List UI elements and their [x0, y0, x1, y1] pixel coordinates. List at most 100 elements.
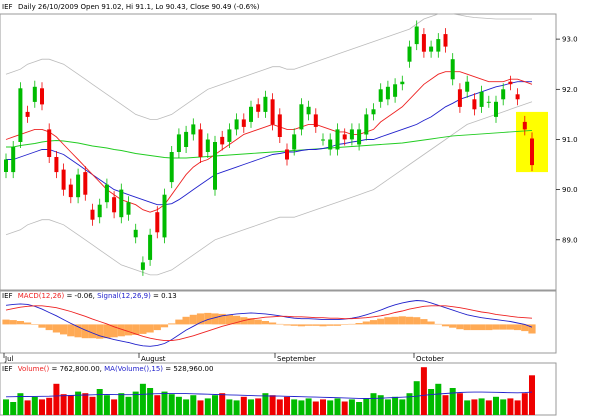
candle-body	[40, 88, 44, 105]
candlesticks	[4, 20, 534, 276]
macd-hist-bar	[38, 324, 46, 328]
candle-body	[54, 157, 59, 173]
macd-hist-bar	[362, 321, 370, 325]
macd-hist-bar	[521, 324, 529, 332]
candle-body	[18, 88, 23, 142]
volume-bar	[514, 400, 521, 415]
macd-hist-bar	[146, 324, 154, 333]
macd-hist-bar	[478, 324, 486, 331]
candle-body	[429, 46, 434, 52]
candle-body	[47, 129, 52, 157]
chart-header-info: Daily 26/10/2009 Open 91.02, Hi 91.1, Lo…	[18, 3, 260, 11]
macd-hist-bar	[96, 324, 104, 339]
macd-hist-bar	[233, 315, 241, 325]
candle-body	[393, 84, 398, 97]
volume-bar	[96, 389, 103, 415]
macd-hist-bar	[348, 323, 356, 325]
volume-bar	[276, 399, 283, 415]
candle-body	[335, 129, 340, 150]
macd-hist-bar	[67, 324, 75, 337]
candle-body	[364, 114, 369, 135]
price-panel: IEF Daily 26/10/2009 Open 91.02, Hi 91.1…	[0, 3, 578, 291]
macd-hist-bar	[333, 324, 342, 326]
candle-body	[162, 194, 167, 238]
macd-hist-bar	[175, 319, 183, 325]
volume-ma-value: = 528,960.00	[165, 365, 213, 373]
macd-hist-bar	[9, 320, 17, 325]
candle-body	[61, 169, 66, 190]
volume-bar	[291, 399, 298, 415]
volume-bar	[118, 393, 125, 415]
price-tick-label: 91.0	[562, 136, 578, 144]
volume-bar	[507, 398, 514, 415]
price-tick-label: 89.0	[562, 236, 578, 244]
volume-bar	[456, 393, 463, 415]
candle-body	[407, 46, 412, 62]
candle-body	[328, 139, 333, 150]
volume-symbol: IEF	[2, 365, 13, 373]
macd-hist-bar	[254, 319, 262, 325]
macd-histogram	[2, 312, 536, 339]
volume-bar	[341, 401, 348, 415]
macd-hist-bar	[16, 321, 24, 325]
macd-hist-bar	[499, 324, 507, 330]
volume-ma-line	[5, 391, 533, 399]
macd-hist-bar	[506, 324, 514, 330]
macd-hist-bar	[514, 324, 522, 331]
volume-bar	[442, 395, 449, 415]
macd-hist-bar	[326, 324, 334, 326]
volume-bar	[248, 399, 254, 415]
price-tick-label: 90.0	[562, 186, 578, 194]
candle-body	[76, 174, 81, 198]
candle-body	[400, 81, 405, 85]
candle-body	[457, 89, 462, 107]
volume-bar	[363, 398, 370, 415]
signal-line	[5, 305, 533, 342]
month-axis: Jul August September October	[3, 353, 444, 363]
candle-body	[191, 124, 196, 135]
volume-bar	[125, 396, 132, 415]
volume-bars	[3, 367, 535, 415]
volume-bar	[312, 401, 319, 415]
volume-bar	[485, 400, 492, 415]
volume-bar	[377, 395, 384, 415]
candle-body	[220, 136, 225, 145]
macd-hist-bar	[355, 323, 363, 325]
volume-bar	[190, 395, 197, 415]
volume-bar	[493, 396, 499, 415]
volume-bar	[370, 393, 377, 415]
candle-body	[83, 172, 88, 195]
candle-body	[508, 81, 513, 85]
candle-body	[494, 101, 498, 117]
volume-bar	[392, 396, 399, 415]
volume-bar	[399, 399, 406, 415]
month-label-august: August	[141, 355, 166, 363]
macd-hist-bar	[218, 313, 226, 325]
candle-body	[486, 101, 491, 103]
macd-hist-bar	[341, 324, 349, 325]
volume-label: Volume()	[18, 365, 50, 373]
candle-body	[133, 229, 138, 238]
volume-bar	[53, 383, 60, 415]
macd-hist-bar	[153, 324, 161, 331]
candle-body	[450, 59, 455, 80]
chart-symbol: IEF	[2, 3, 13, 11]
macd-hist-bar	[463, 324, 471, 331]
macd-panel: IEF MACD(12,26) = -0.06, Signal(12,26,9)…	[0, 290, 557, 354]
candle-body	[313, 114, 318, 127]
candle-body	[148, 234, 153, 260]
macd-hist-bar	[470, 324, 478, 331]
candle-body	[241, 119, 246, 127]
candle-body	[357, 129, 362, 145]
volume-value: = 762,800.00,	[51, 365, 104, 373]
macd-hist-bar	[261, 321, 269, 325]
svg-text:IEF MACD(12,26) =: IEF MACD(12,26) = -0.06, Signal(12,26,9)…	[2, 292, 177, 300]
candle-body	[349, 129, 354, 140]
macd-hist-bar	[168, 323, 176, 325]
candle-body	[198, 129, 203, 157]
volume-bar	[464, 400, 471, 415]
volume-bar	[204, 398, 211, 415]
macd-hist-bar	[24, 322, 32, 325]
svg-text:IEF Volume() = 76: IEF Volume() = 762,800.00, MA(Volume(),1…	[2, 365, 213, 373]
